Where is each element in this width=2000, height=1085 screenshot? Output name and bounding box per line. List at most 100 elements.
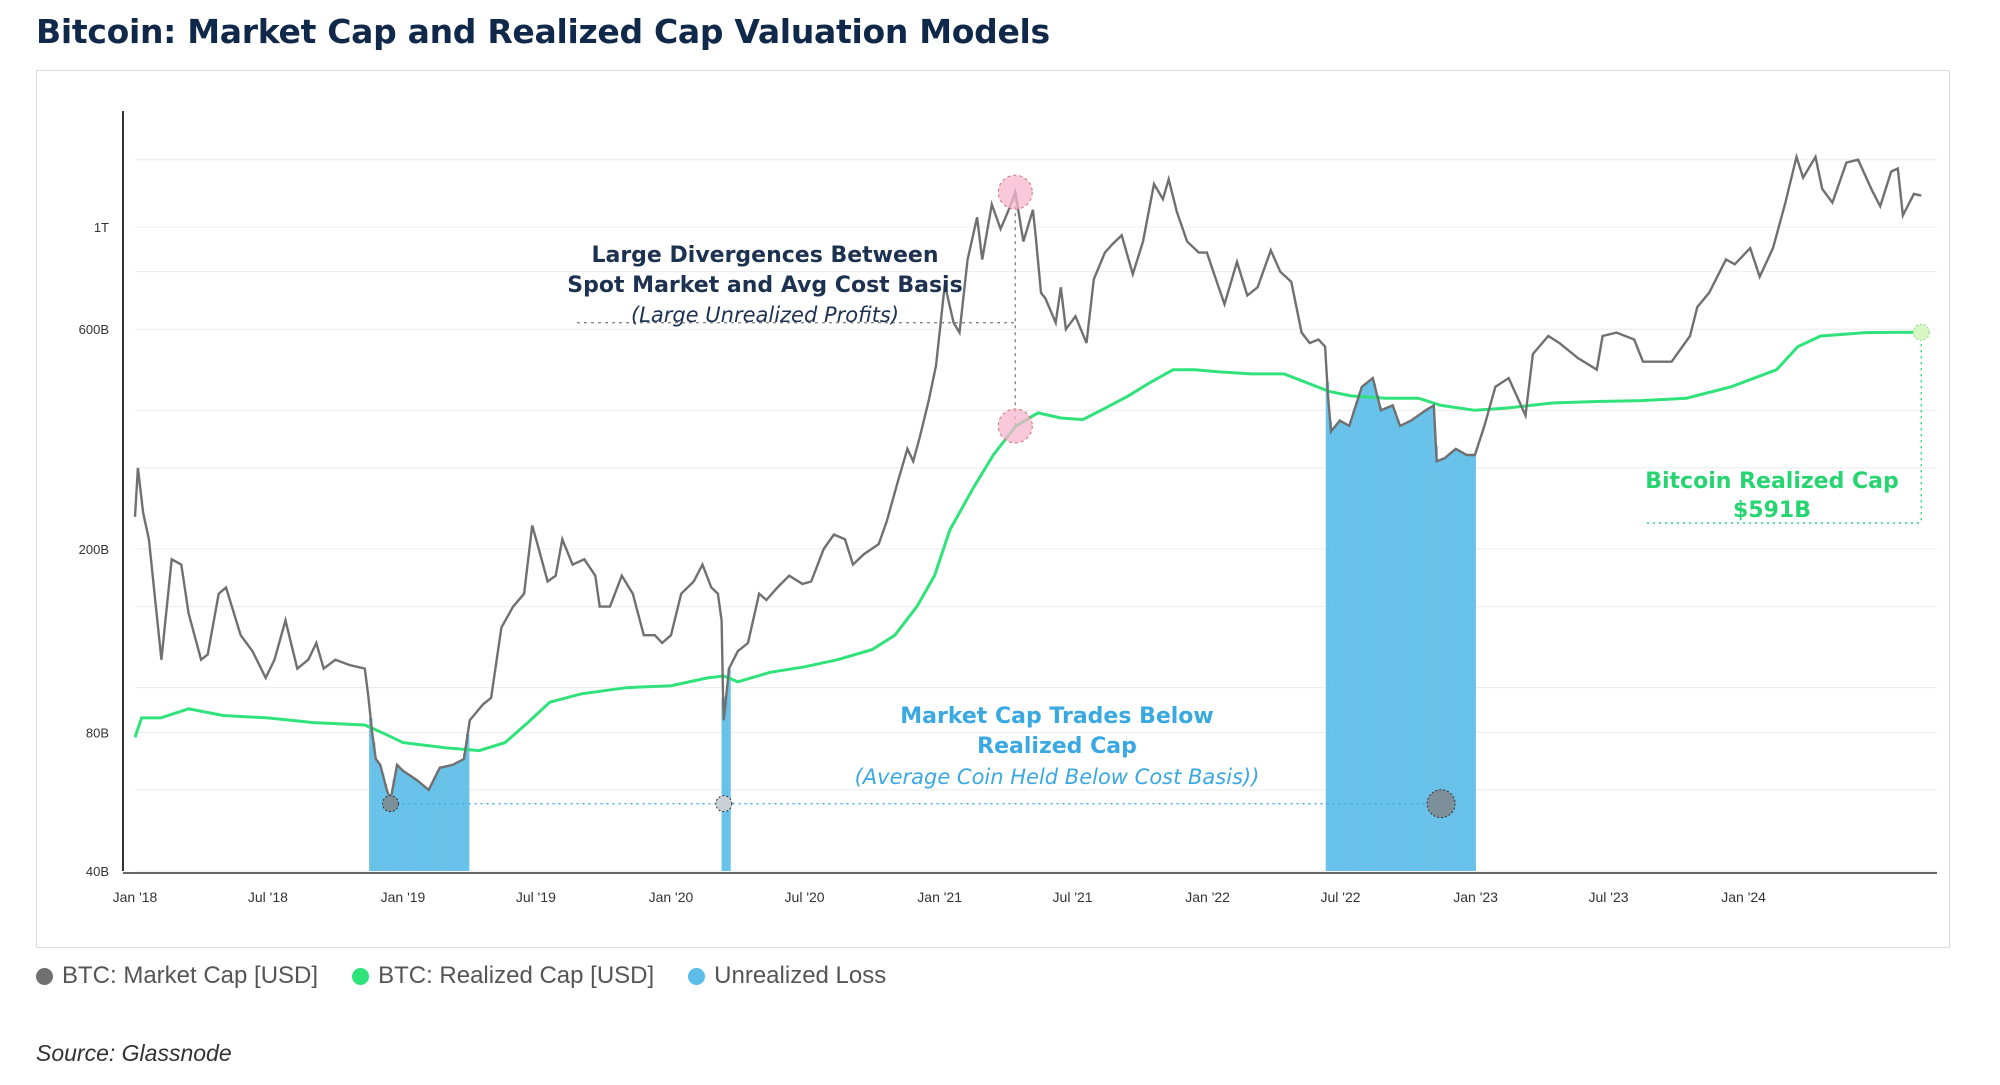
unrealized-loss-bar [1431,405,1435,871]
unrealized-loss-bar [1343,423,1347,871]
annotation-divergence-line3: (Large Unrealized Profits) [631,303,899,327]
x-tick-label: Jan '18 [113,889,158,905]
unrealized-loss-bar [418,783,423,871]
x-tick-label: Jul '18 [248,889,288,905]
unrealized-loss-bar [436,770,441,871]
annotation-realized-line1: Bitcoin Realized Cap [1645,469,1899,494]
annotation-realized-line2: $591B [1733,498,1811,523]
unrealized-loss-bar [1399,425,1403,871]
unrealized-loss-bar [448,765,452,871]
chart-frame: 40B 80B 200B 600B 1T Jan '18 Jul '18 Jan '19 Ju… [36,70,1950,948]
legend-label-unrealized-loss: Unrealized Loss [714,962,887,989]
unrealized-loss-bar [1410,419,1415,871]
unrealized-loss-bar [372,742,376,871]
unrealized-loss-bar [1328,421,1333,871]
unrealized-loss-bar [1407,421,1412,871]
low-marker-2018 [381,795,399,813]
legend-item-market-cap[interactable]: BTC: Market Cap [USD] [36,962,318,990]
unrealized-loss-bar [1384,408,1388,871]
unrealized-loss-bar [377,763,382,871]
unrealized-loss-bar [1378,407,1382,871]
unrealized-loss-bar [424,788,429,871]
unrealized-loss-bar [465,733,470,871]
unrealized-loss-bar [727,668,731,871]
unrealized-loss-bar [721,697,725,871]
unrealized-loss-bar [392,779,396,871]
unrealized-loss-bar [442,766,446,871]
unrealized-loss-bar [1416,415,1421,871]
unrealized-loss-bar [1360,386,1365,871]
legend-item-unrealized-loss[interactable]: Unrealized Loss [688,962,886,990]
unrealized-loss-bar [1387,406,1391,871]
annotation-below-line1: Market Cap Trades Below [900,704,1214,729]
unrealized-loss-bar [421,785,426,871]
source-note: Source: Glassnode [36,1040,232,1066]
unrealized-loss-bar [1325,382,1330,871]
unrealized-loss-bar [413,778,417,871]
chart: 40B 80B 200B 600B 1T Jan '18 Jul '18 Jan '19 Ju… [79,111,1937,905]
x-tick-label: Jan '23 [1453,889,1498,905]
annotation-divergence-line2: Spot Market and Avg Cost Basis [567,273,962,298]
unrealized-loss-bar [1440,459,1444,871]
unrealized-loss-bar [374,759,379,871]
unrealized-loss-bar [454,763,458,871]
peak-marker-realized-cap [997,408,1033,444]
y-tick-label: 40B [86,864,109,879]
unrealized-loss-bar [395,764,399,871]
unrealized-loss-bar [451,764,455,871]
unrealized-loss-bar [404,772,408,871]
unrealized-loss-bar [1460,452,1465,871]
low-marker-2022 [1426,789,1456,819]
unrealized-loss-bar [383,784,388,871]
unrealized-loss-bar [1419,413,1424,871]
unrealized-loss-bar [439,767,443,871]
legend-label-realized-cap: BTC: Realized Cap [USD] [378,962,655,989]
unrealized-loss-bar [1443,458,1447,871]
unrealized-loss-bar [1449,453,1453,871]
annotation-markers [381,174,1930,819]
unrealized-loss-bar [410,776,414,871]
x-tick-label: Jul '23 [1588,889,1628,905]
unrealized-loss-bar [1425,409,1429,871]
unrealized-loss-bar [1337,421,1341,871]
unrealized-loss-bar [1349,420,1353,871]
low-marker-2020 [715,795,733,813]
annotation-below-line2: Realized Cap [977,734,1137,759]
unrealized-loss-bar [380,772,385,871]
legend-item-realized-cap[interactable]: BTC: Realized Cap [USD] [352,962,654,990]
annotation-divergence-line1: Large Divergences Between [591,243,938,268]
y-tick-label: 80B [86,725,109,740]
y-tick-label: 200B [79,542,109,557]
y-axis-ticks: 40B 80B 200B 600B 1T [79,220,109,879]
unrealized-loss-bar [1352,411,1356,871]
x-tick-label: Jul '19 [516,889,556,905]
x-tick-label: Jul '20 [785,889,825,905]
unrealized-loss-bar [1463,454,1468,871]
unrealized-loss-bar [407,774,411,871]
unrealized-loss-bar [1372,383,1377,871]
unrealized-loss-bar [427,788,432,871]
unrealized-loss-bar [1355,401,1359,871]
peak-marker-market-cap [997,174,1033,210]
unrealized-loss-bar [401,770,405,871]
unrealized-loss-bar [1413,417,1418,871]
unrealized-loss-bar [1334,425,1338,871]
unrealized-loss-bar [1375,395,1380,871]
series-line-market-cap [133,152,1922,805]
unrealized-loss-bar [398,767,402,871]
unrealized-loss-bar [1405,422,1409,871]
page-title: Bitcoin: Market Cap and Realized Cap Val… [36,12,1050,51]
unrealized-loss-bar [369,717,373,871]
unrealized-loss-bar [1457,450,1462,871]
unrealized-loss-bar [1469,454,1474,871]
y-tick-label: 600B [79,322,109,337]
unrealized-loss-bar [1451,450,1456,871]
unrealized-loss-bar [1437,460,1441,871]
axes [122,111,1937,874]
unrealized-loss-bar [1472,454,1476,871]
unrealized-loss-bar [386,793,391,871]
x-tick-label: Jan '21 [917,889,962,905]
unrealized-loss-bar [463,753,467,871]
x-tick-label: Jul '22 [1321,889,1361,905]
x-axis-ticks: Jan '18 Jul '18 Jan '19 Jul '19 Jan '20 Jul '… [113,889,1767,905]
